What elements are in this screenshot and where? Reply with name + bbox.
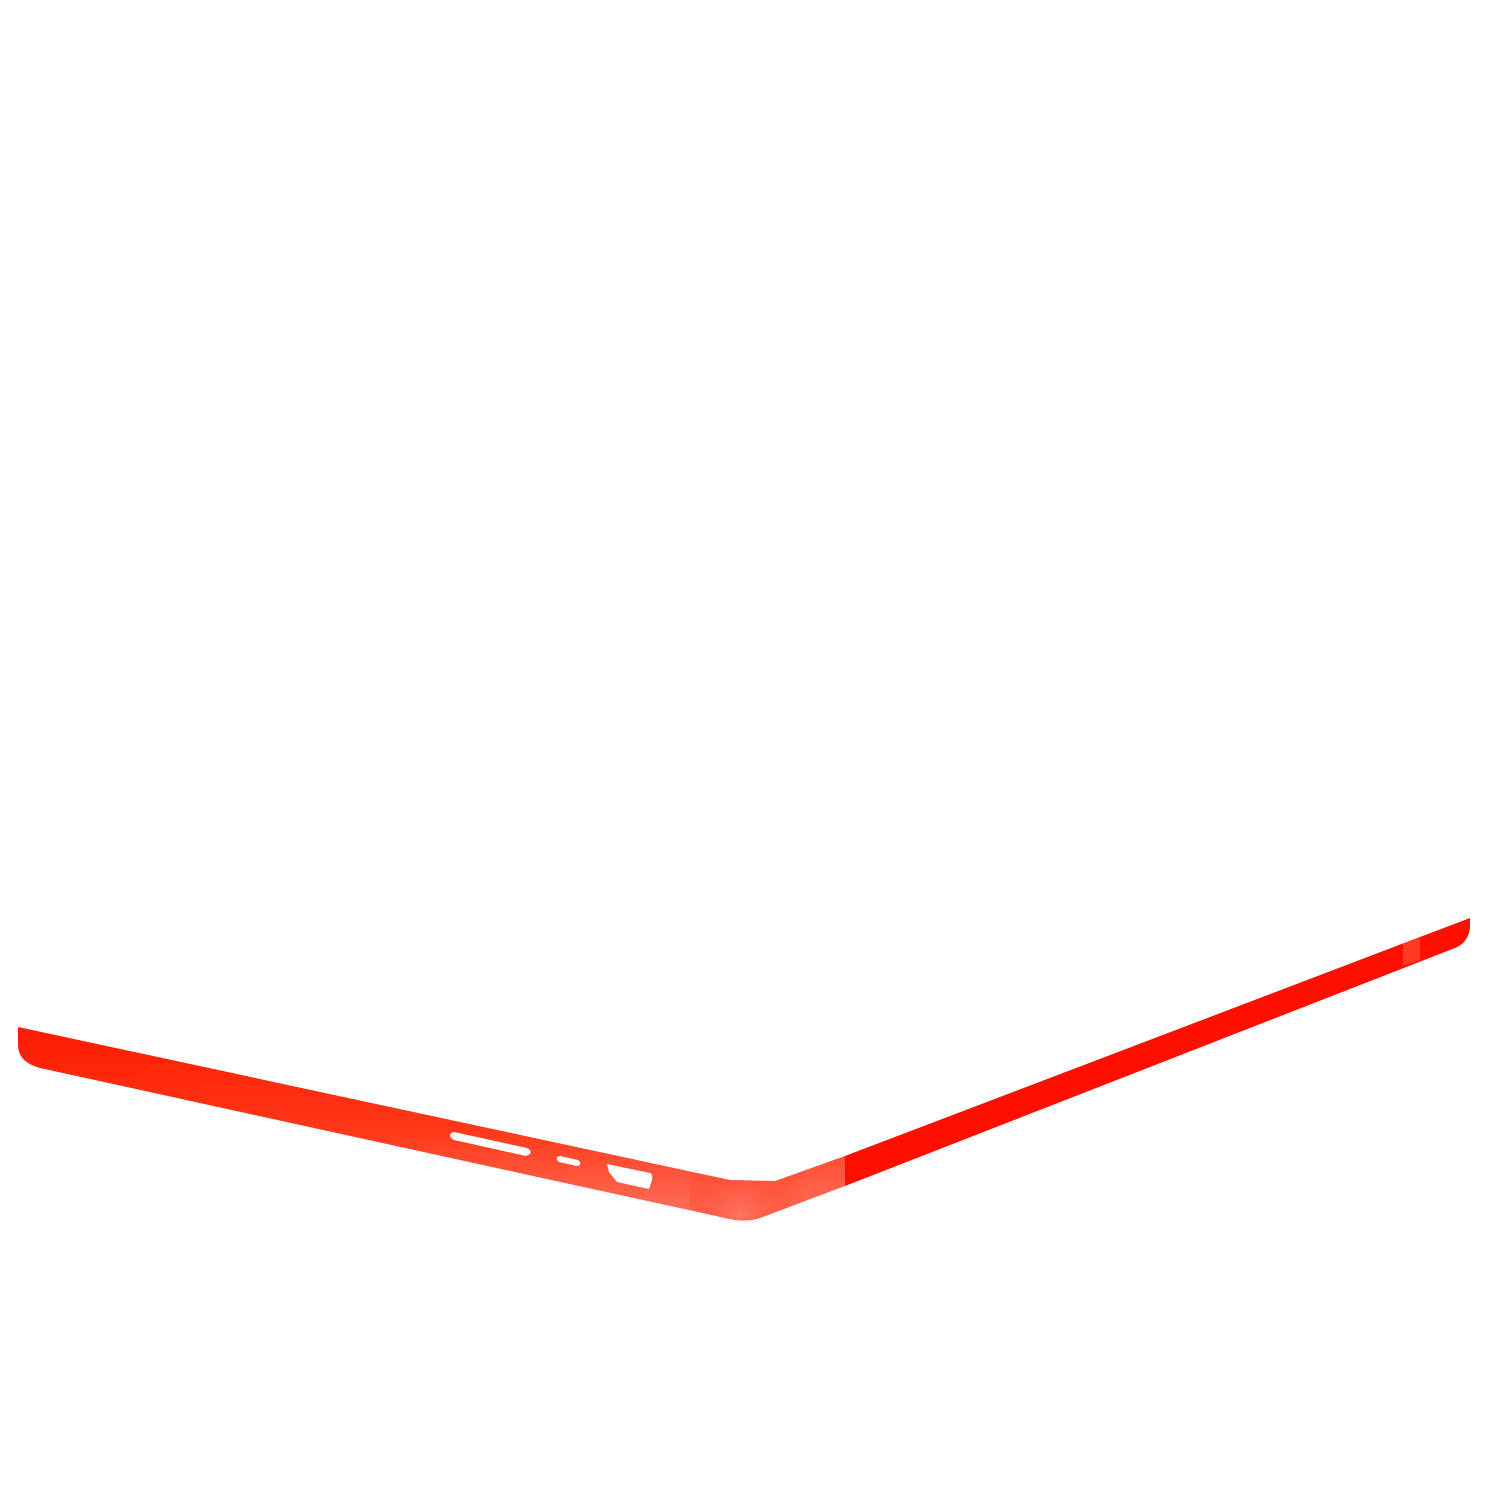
- laptop-right-face-seam: [1403, 937, 1420, 966]
- port-row: [450, 1132, 653, 1189]
- sd-card-slot-icon: [450, 1132, 531, 1156]
- laptop-right-front-face: [845, 918, 1470, 1186]
- laptop-front-corner-highlight: [690, 1156, 845, 1221]
- usb-c-port-icon: [556, 1156, 581, 1166]
- hdmi-port-icon: [607, 1164, 653, 1189]
